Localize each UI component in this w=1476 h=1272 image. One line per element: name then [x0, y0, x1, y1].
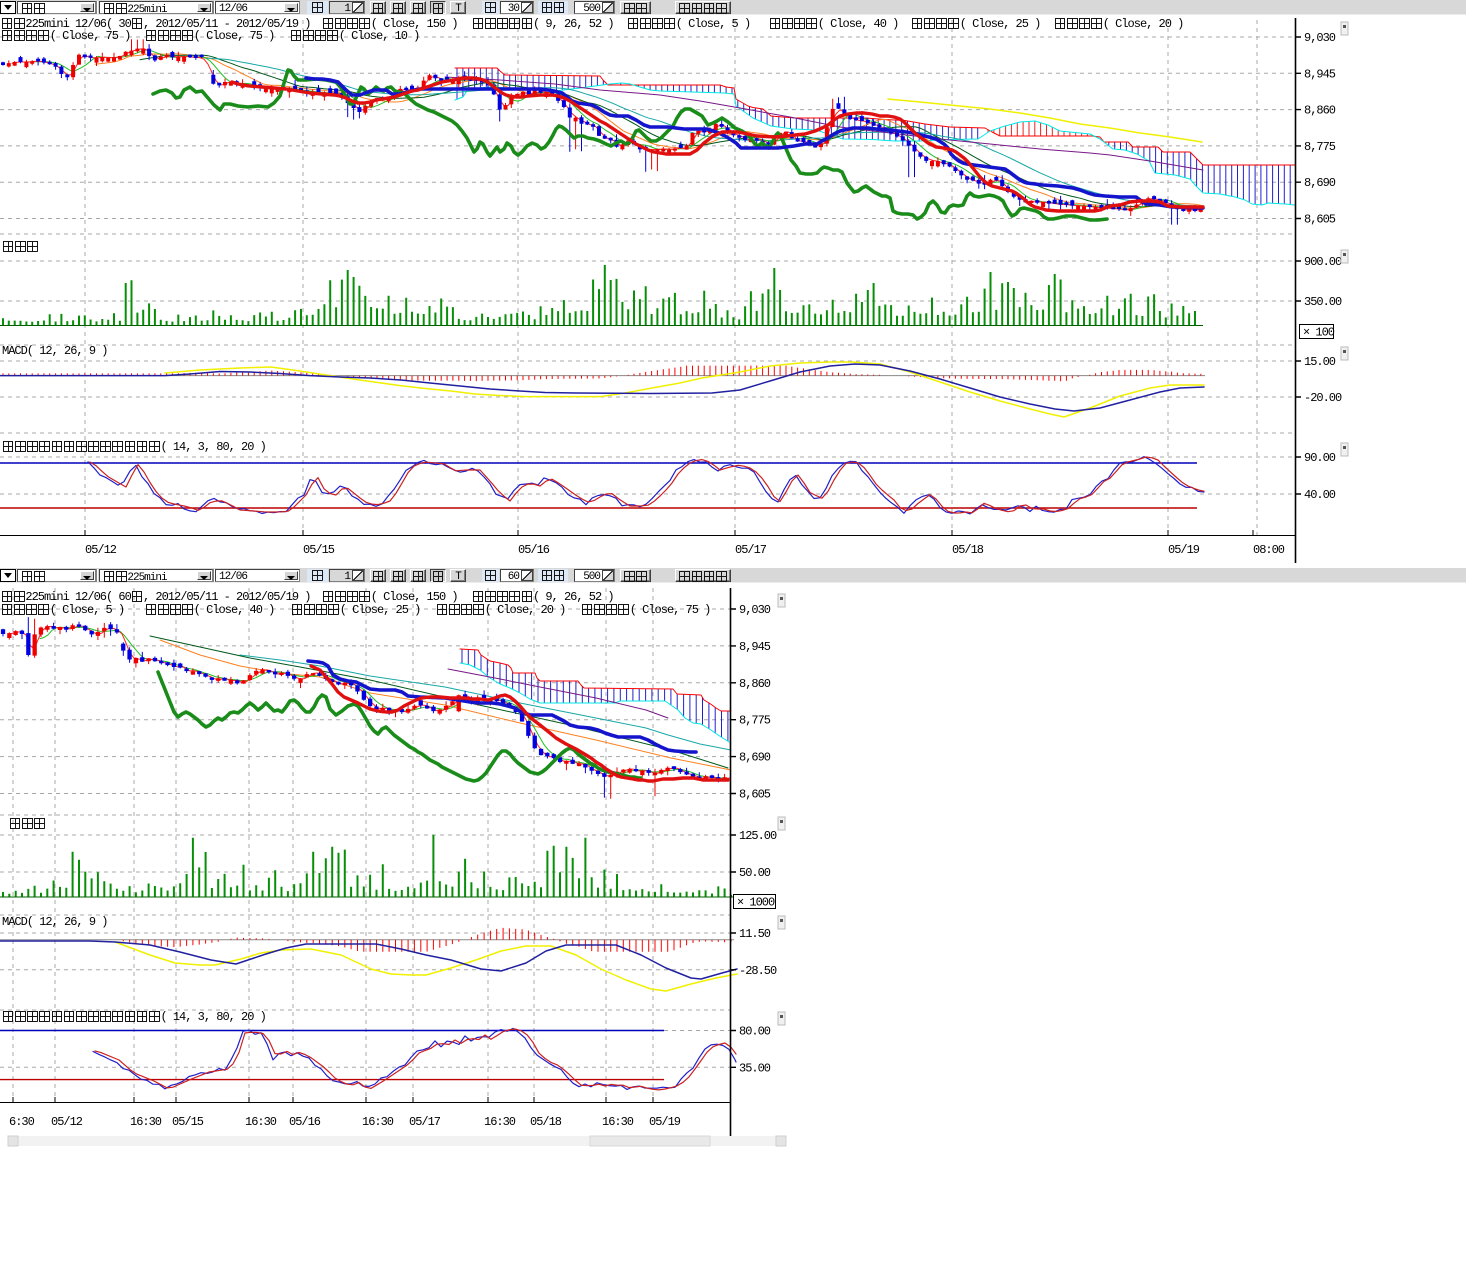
svg-text:6:30: 6:30	[9, 1115, 35, 1129]
svg-text:8,690: 8,690	[739, 751, 771, 765]
svg-text:05/12: 05/12	[51, 1115, 83, 1129]
svg-text:9,030: 9,030	[739, 603, 771, 617]
svg-text:8,860: 8,860	[739, 677, 771, 691]
svg-text:16:30: 16:30	[130, 1115, 162, 1129]
svg-text:8,945: 8,945	[739, 640, 771, 654]
svg-text:05/15: 05/15	[172, 1115, 204, 1129]
svg-text:35.00: 35.00	[739, 1061, 771, 1075]
svg-text:15.00: 15.00	[1304, 355, 1336, 369]
svg-text:16:30: 16:30	[602, 1115, 634, 1129]
svg-text:05/16: 05/16	[518, 543, 550, 557]
svg-text:80.00: 80.00	[739, 1025, 771, 1039]
svg-text:11.50: 11.50	[739, 927, 771, 941]
svg-text:40.00: 40.00	[1304, 488, 1336, 502]
svg-text:350.00: 350.00	[1304, 295, 1342, 309]
svg-text:16:30: 16:30	[362, 1115, 394, 1129]
svg-text:8,605: 8,605	[1304, 213, 1336, 227]
svg-text:8,690: 8,690	[1304, 176, 1336, 190]
svg-text:05/19: 05/19	[1168, 543, 1200, 557]
svg-text:8,775: 8,775	[739, 714, 771, 728]
svg-text:05/17: 05/17	[735, 543, 767, 557]
svg-text:05/12: 05/12	[85, 543, 117, 557]
svg-text:05/18: 05/18	[530, 1115, 562, 1129]
svg-text:-28.50: -28.50	[739, 964, 777, 978]
svg-text:05/17: 05/17	[409, 1115, 441, 1129]
svg-text:8,945: 8,945	[1304, 67, 1336, 81]
svg-text:16:30: 16:30	[484, 1115, 516, 1129]
svg-text:05/16: 05/16	[289, 1115, 321, 1129]
svg-text:9,030: 9,030	[1304, 31, 1336, 45]
svg-text:× 100: × 100	[1303, 326, 1335, 340]
svg-text:90.00: 90.00	[1304, 451, 1336, 465]
svg-text:× 1000: × 1000	[737, 896, 775, 910]
svg-text:8,775: 8,775	[1304, 140, 1336, 154]
svg-text:16:30: 16:30	[245, 1115, 277, 1129]
svg-text:05/15: 05/15	[303, 543, 335, 557]
svg-text:8,605: 8,605	[739, 788, 771, 802]
svg-text:05/19: 05/19	[649, 1115, 681, 1129]
svg-text:900.00: 900.00	[1304, 255, 1342, 269]
svg-text:-20.00: -20.00	[1304, 391, 1342, 405]
svg-text:05/18: 05/18	[952, 543, 984, 557]
svg-text:50.00: 50.00	[739, 866, 771, 880]
svg-text:125.00: 125.00	[739, 829, 777, 843]
svg-text:08:00: 08:00	[1253, 543, 1285, 557]
svg-text:8,860: 8,860	[1304, 104, 1336, 118]
